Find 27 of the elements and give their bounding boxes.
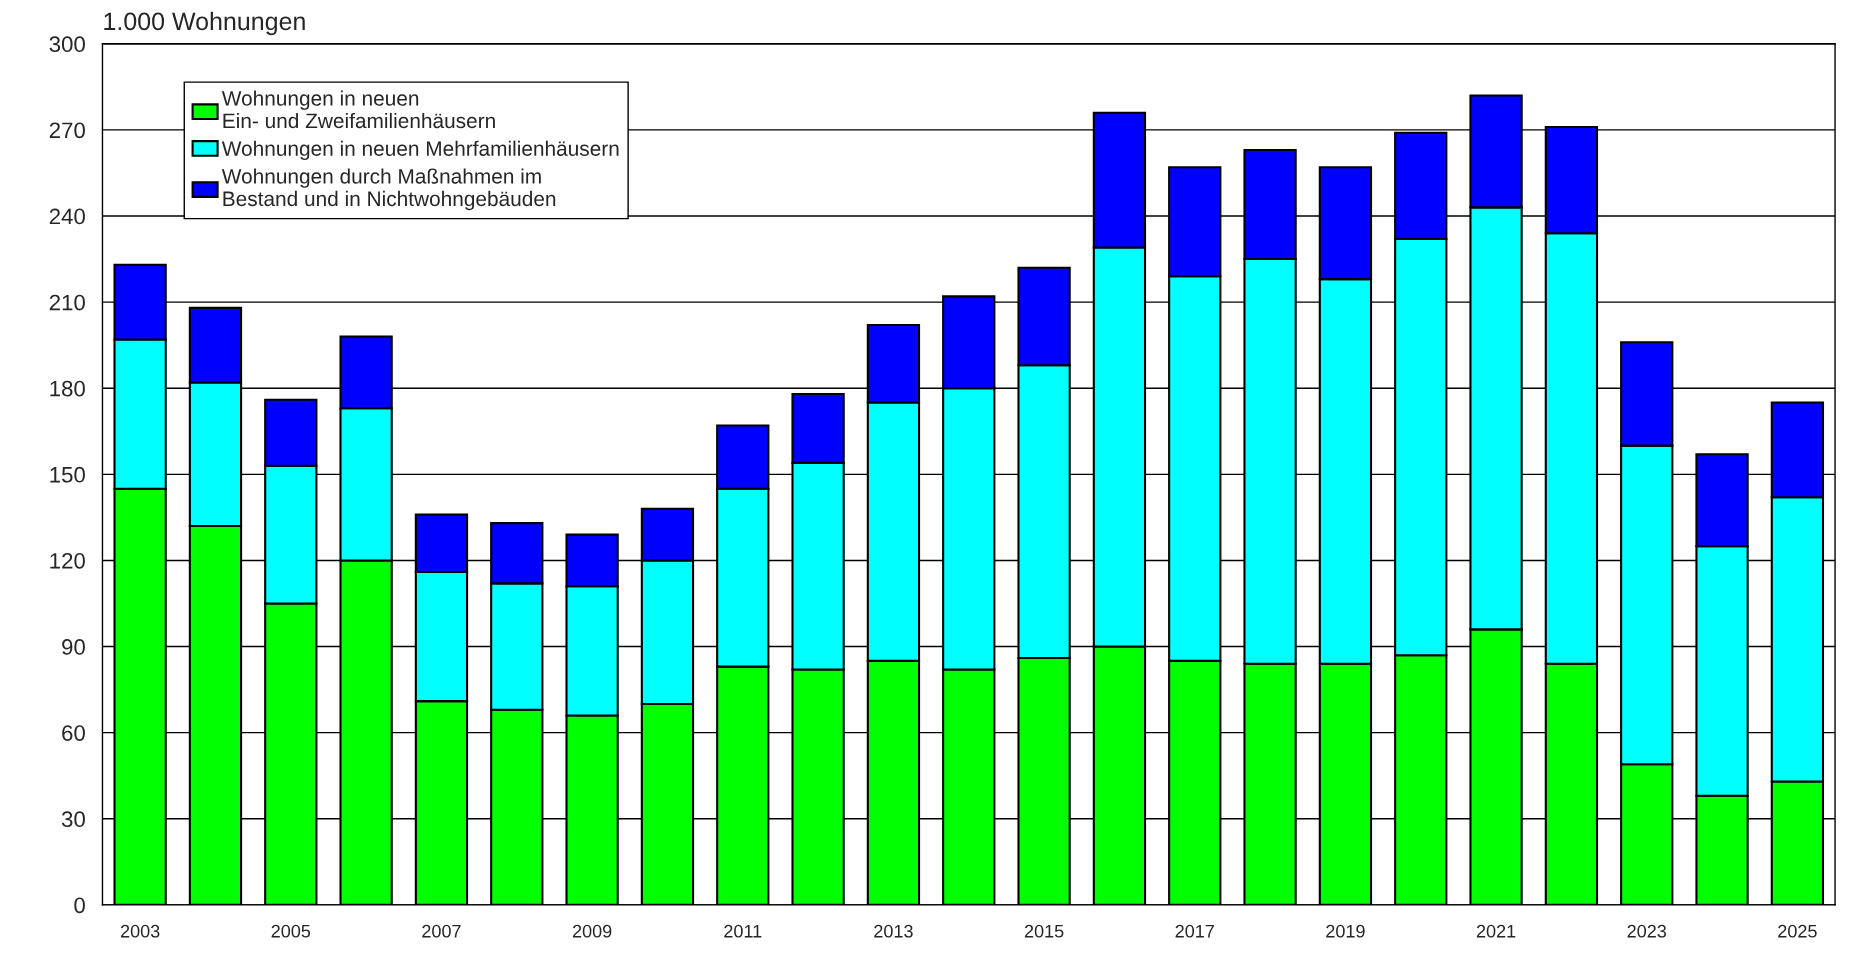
y-tick-label: 150: [50, 466, 85, 483]
y-tick-label: 60: [62, 725, 85, 741]
legend-label: Wohnungen durch Maßnahmen im Bestand und in Nichtwohngebäuden: [221, 168, 556, 211]
x-tick-label: 2003: [120, 924, 160, 938]
y-tick-label: 300: [49, 36, 85, 53]
x-tick-label: 2007: [422, 924, 461, 938]
x-tick-label: 2013: [874, 924, 913, 938]
y-tick-label: 30: [61, 811, 85, 828]
x-tick-label: 2021: [1476, 924, 1516, 938]
y-tick-label: 0: [74, 897, 85, 914]
y-tick-label: 240: [49, 208, 85, 225]
y-axis-title: 1.000 Wohnungen: [104, 11, 305, 36]
y-tick-label: 210: [49, 294, 85, 311]
x-tick-label: 2017: [1175, 924, 1214, 938]
y-tick-label: 270: [49, 122, 85, 139]
x-tick-label: 2005: [271, 924, 311, 938]
legend-label: Wohnungen in neuen Mehrfamilienhäusern: [221, 140, 619, 161]
y-tick-label: 180: [50, 380, 85, 397]
x-tick-label: 2019: [1326, 924, 1365, 938]
y-tick-label: 90: [62, 639, 85, 655]
x-tick-label: 2011: [724, 924, 762, 938]
x-tick-label: 2009: [572, 924, 612, 938]
x-tick-label: 2025: [1778, 924, 1817, 938]
y-tick-label: 120: [50, 552, 85, 569]
x-tick-label: 2023: [1627, 924, 1667, 938]
legend-label: Wohnungen in neuen Ein- und Zweifamilienhäusern: [221, 90, 495, 129]
x-tick-label: 2015: [1024, 924, 1064, 938]
